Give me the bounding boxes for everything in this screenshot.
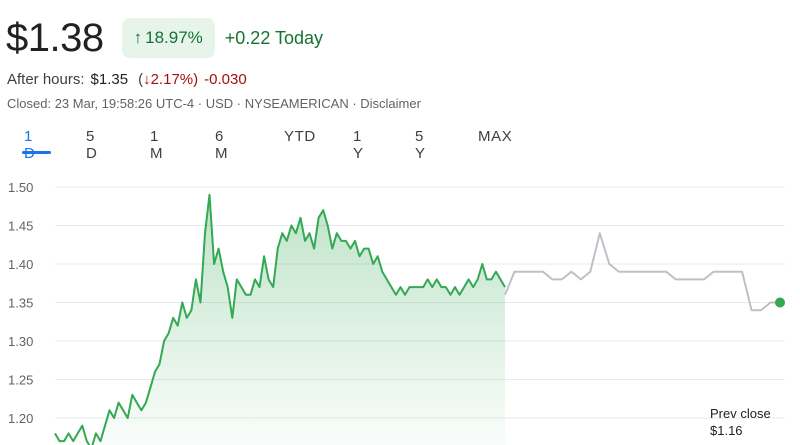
y-tick-label: 1.40 bbox=[8, 257, 33, 272]
y-tick-label: 1.25 bbox=[8, 373, 33, 388]
tab-max[interactable]: MAX bbox=[478, 128, 513, 145]
change-today: +0.22 Today bbox=[224, 27, 324, 48]
arrow-up-icon: ↑ bbox=[133, 28, 143, 47]
closed-info: Closed: 23 Mar, 19:58:26 UTC-4 · USD · N… bbox=[7, 96, 421, 111]
prev-close-value: $1.16 bbox=[710, 423, 743, 438]
after-hours-row: After hours: $1.35 ( ↓ 2.17%) -0.030 bbox=[7, 71, 247, 88]
last-price-dot bbox=[775, 297, 785, 308]
change-percent: 18.97% bbox=[145, 28, 203, 47]
arrow-down-icon: ↓ bbox=[143, 71, 151, 88]
tab-ytd[interactable]: YTD bbox=[284, 128, 316, 145]
after-hours-percent: 2.17%) bbox=[150, 71, 199, 88]
after-hours-change: -0.030 bbox=[204, 71, 247, 88]
y-tick-label: 1.50 bbox=[8, 180, 33, 195]
tab-5d[interactable]: 5 D bbox=[86, 128, 98, 162]
after-hours-label: After hours: bbox=[7, 71, 85, 88]
price-line-regular bbox=[54, 193, 506, 445]
tab-1m[interactable]: 1 M bbox=[150, 128, 164, 162]
change-percent-badge: ↑ 18.97% bbox=[121, 18, 215, 58]
active-tab-indicator bbox=[22, 151, 51, 154]
price-area-fill bbox=[55, 194, 505, 445]
y-tick-label: 1.30 bbox=[8, 334, 33, 349]
y-tick-label: 1.45 bbox=[8, 219, 33, 234]
current-price: $1.38 bbox=[6, 16, 104, 60]
quote-header: $1.38 ↑ 18.97% +0.22 Today bbox=[6, 14, 323, 62]
y-tick-label: 1.35 bbox=[8, 296, 33, 311]
after-hours-paren: ( bbox=[138, 71, 144, 88]
prev-close-label: Prev close bbox=[710, 406, 771, 421]
after-hours-price: $1.35 bbox=[90, 71, 129, 88]
tab-5y[interactable]: 5 Y bbox=[415, 128, 426, 162]
y-tick-label: 1.20 bbox=[8, 411, 33, 426]
tab-6m[interactable]: 6 M bbox=[215, 128, 229, 162]
tab-1y[interactable]: 1 Y bbox=[353, 128, 364, 162]
prev-close: Prev close $1.16 bbox=[710, 405, 771, 439]
price-line-after-hours bbox=[504, 232, 780, 312]
